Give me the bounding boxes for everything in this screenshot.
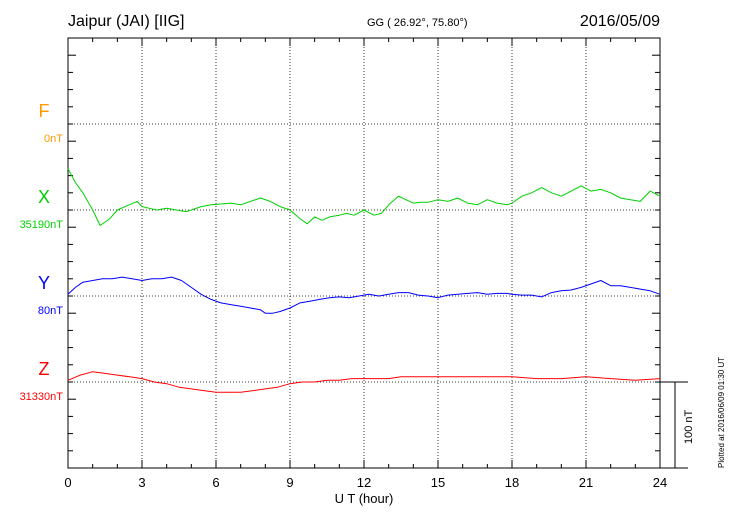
date-label: 2016/05/09 xyxy=(580,13,660,30)
x-tick-label: 21 xyxy=(579,475,593,490)
scale-bar: 100 nT xyxy=(660,381,695,469)
x-tick-label: 6 xyxy=(212,475,219,490)
coords-label: GG ( 26.92°, 75.80°) xyxy=(367,17,468,29)
x-tick-label: 12 xyxy=(357,475,371,490)
axis-ticks: 0 3 6 9 12 15 18 21 24 xyxy=(64,37,667,490)
x-axis-label: U T (hour) xyxy=(335,491,394,506)
legend-label-x: X xyxy=(38,187,50,207)
station-title: Jaipur (JAI) [IIG] xyxy=(68,13,184,30)
legend-label-z: Z xyxy=(39,359,50,379)
series-line-z xyxy=(67,371,661,393)
x-tick-label: 15 xyxy=(431,475,445,490)
baseline-label-z: 31330nT xyxy=(20,391,64,403)
plot-frame xyxy=(67,37,661,469)
plotted-at-label: Plotted at 2016/06/09 01:30 UT xyxy=(717,357,726,468)
x-tick-label: 0 xyxy=(64,475,71,490)
legend-label-f: F xyxy=(39,101,50,121)
baseline-label-f: 0nT xyxy=(44,133,63,145)
baseline-label-x: 35190nT xyxy=(20,219,64,231)
legend-label-y: Y xyxy=(38,273,50,293)
x-tick-label: 9 xyxy=(286,475,293,490)
x-tick-label: 18 xyxy=(505,475,519,490)
component-labels: F 0nT X 35190nT Y 80nT Z 31330nT xyxy=(20,101,64,403)
x-tick-label: 24 xyxy=(653,475,667,490)
series-line-x xyxy=(67,168,661,226)
baseline-label-y: 80nT xyxy=(38,305,63,317)
series-line-y xyxy=(67,276,661,314)
grid-lines xyxy=(68,38,660,468)
series-lines xyxy=(67,168,661,393)
scale-bar-label: 100 nT xyxy=(683,409,695,444)
x-tick-label: 3 xyxy=(138,475,145,490)
